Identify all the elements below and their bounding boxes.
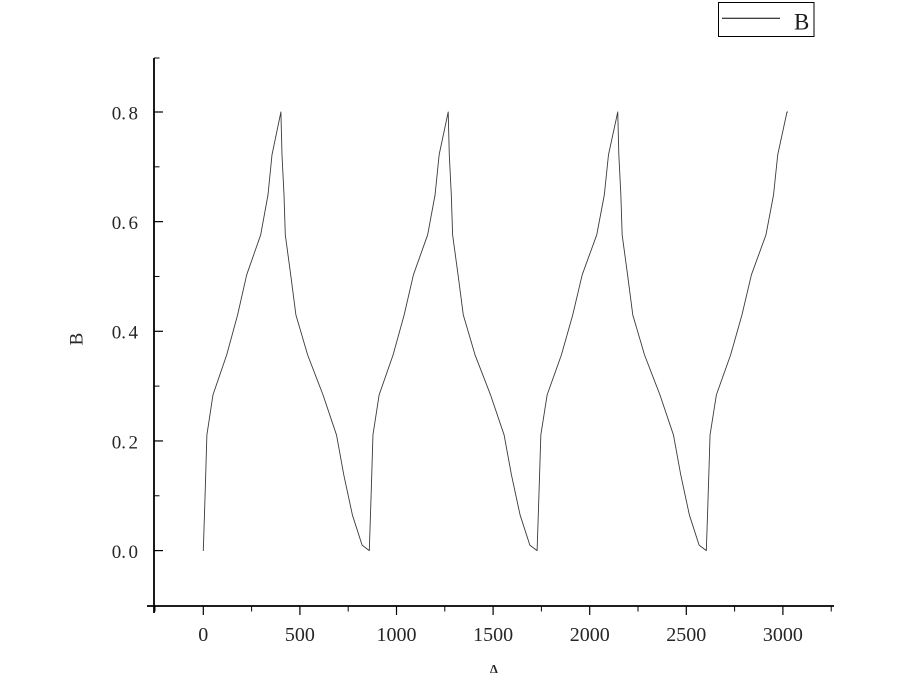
svg-text:0.0: 0. 0 [112,542,138,563]
svg-text:0.8: 0. 8 [112,103,138,124]
svg-text:0: 0 [198,624,208,646]
svg-text:3000: 3000 [763,624,803,646]
svg-text:B: B [67,333,88,346]
svg-text:1500: 1500 [473,624,513,646]
svg-text:A: A [487,661,502,673]
svg-text:0.4: 0. 4 [112,323,139,344]
svg-text:500: 500 [285,624,315,646]
svg-text:2000: 2000 [570,624,610,646]
svg-text:0.2: 0. 2 [112,432,138,453]
svg-text:1000: 1000 [377,624,417,646]
svg-text:2500: 2500 [666,624,706,646]
svg-text:0.6: 0. 6 [112,213,138,234]
svg-text:B: B [794,10,809,35]
